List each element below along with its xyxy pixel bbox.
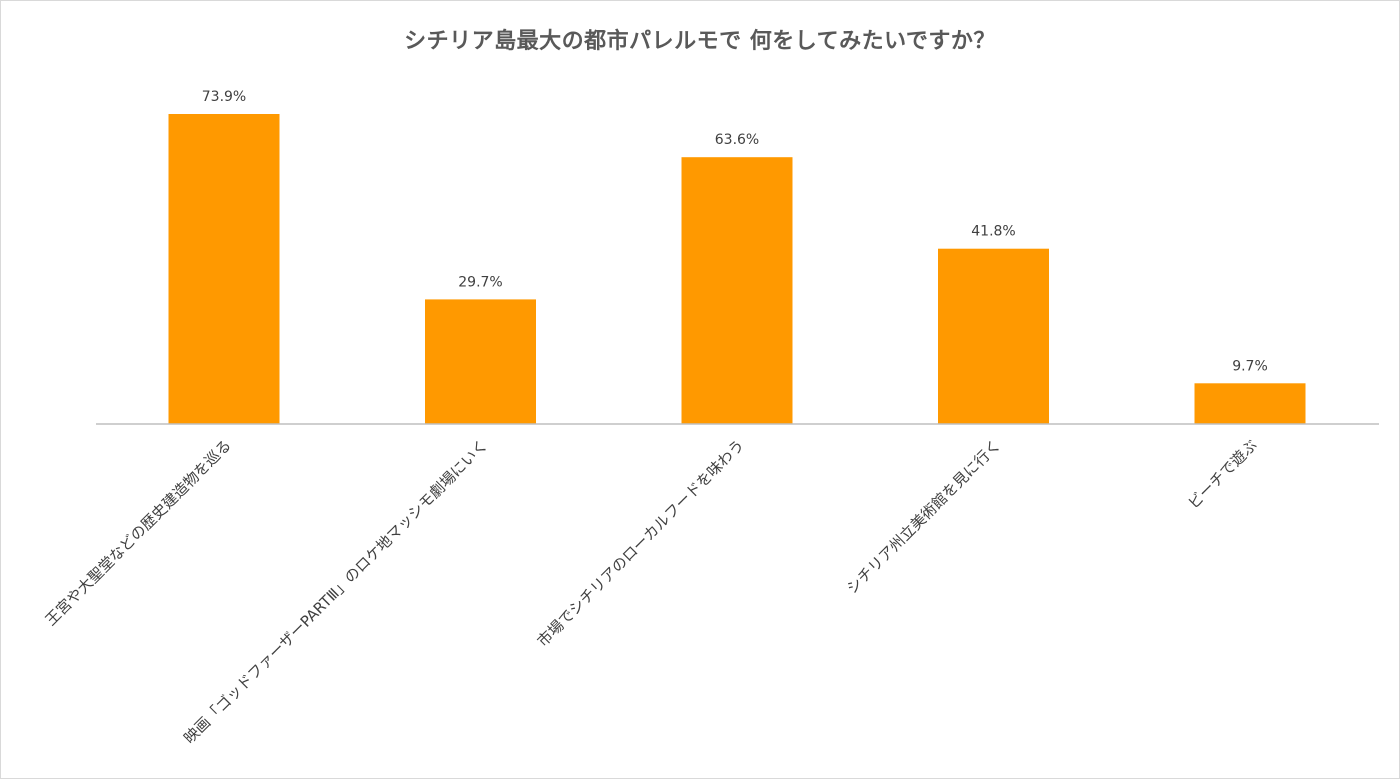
category-labels-layer: 王宮や大聖堂などの歴史建造物を巡る映画「ゴッドファーザーPARTⅢ」のロケ地マッ…	[42, 436, 1261, 747]
chart-title: シチリア島最大の都市パレルモで 何をしてみたいですか？	[404, 29, 996, 54]
data-label-4: 9.7%	[1232, 358, 1268, 374]
data-label-1: 29.7%	[458, 274, 502, 290]
data-label-3: 41.8%	[971, 224, 1015, 240]
bar-0	[168, 114, 280, 424]
bar-4	[1194, 383, 1306, 424]
category-label-2: 市場でシチリアのローカルフードを味わう	[534, 436, 748, 650]
category-label-1: 映画「ゴッドファーザーPARTⅢ」のロケ地マッシモ劇場にいく	[180, 436, 491, 747]
category-label-4: ビーチで遊ぶ	[1184, 436, 1260, 512]
category-label-0: 王宮や大聖堂などの歴史建造物を巡る	[42, 436, 235, 629]
bar-2	[681, 157, 793, 424]
data-label-2: 63.6%	[715, 132, 759, 148]
bar-3	[938, 248, 1049, 424]
category-label-3: シチリア州立美術館を見に行く	[843, 436, 1004, 597]
bars-layer	[168, 114, 1306, 424]
bar-1	[425, 299, 536, 424]
data-label-0: 73.9%	[202, 89, 246, 105]
labels-layer: 73.9% 29.7% 63.6% 41.8% 9.7%	[202, 89, 1268, 374]
